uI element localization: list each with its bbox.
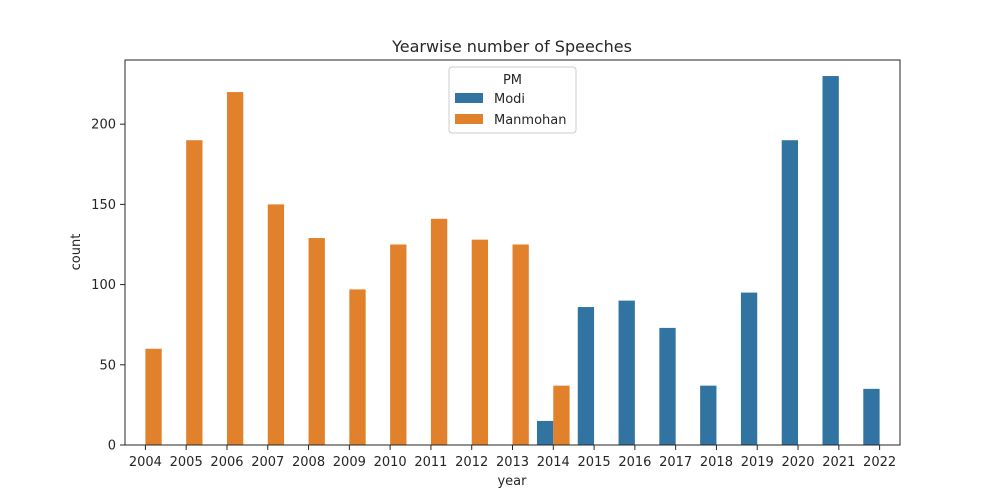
x-tick-label: 2009 xyxy=(333,455,366,470)
plot-frame xyxy=(124,59,901,446)
bar-modi-2019 xyxy=(740,292,758,445)
bar-modi-2017 xyxy=(659,327,676,445)
bar-modi-2016 xyxy=(618,300,635,446)
bar-manmohan-2004 xyxy=(145,348,162,445)
bar-manmohan-2007 xyxy=(267,204,285,446)
x-tick-label: 2019 xyxy=(741,455,774,470)
x-tick-label: 2022 xyxy=(863,455,896,470)
legend-label-modi: Modi xyxy=(494,92,525,107)
bar-manmohan-2012 xyxy=(471,239,489,445)
x-tick-label: 2017 xyxy=(659,455,692,470)
y-axis-label: count xyxy=(69,234,84,271)
x-tick-label: 2021 xyxy=(822,455,855,470)
bar-manmohan-2005 xyxy=(186,140,203,445)
x-axis: 2004 2005 2006 2007 2008 2009 2010 2011 2012 2013… xyxy=(129,445,896,470)
bar-manmohan-2013 xyxy=(512,244,529,445)
bar-manmohan-2008 xyxy=(308,238,325,445)
x-tick-label: 2006 xyxy=(210,455,243,470)
bar-modi-2020 xyxy=(781,140,799,445)
legend-label-manmohan: Manmohan xyxy=(494,113,566,128)
bars-group xyxy=(145,76,880,446)
x-tick-label: 2005 xyxy=(170,455,203,470)
y-tick-label: 0 xyxy=(108,439,116,454)
x-tick-label: 2016 xyxy=(618,455,651,470)
x-tick-label: 2007 xyxy=(251,455,284,470)
legend-swatch-manmohan xyxy=(455,114,483,124)
y-tick-label: 50 xyxy=(99,358,116,373)
y-tick-label: 200 xyxy=(91,118,116,133)
x-tick-label: 2015 xyxy=(578,455,611,470)
legend-swatch-modi xyxy=(455,93,483,103)
y-axis: 0 50 100 150 200 xyxy=(91,118,125,454)
chart-title: Yearwise number of Speeches xyxy=(391,37,632,56)
bar-modi-2021 xyxy=(822,76,839,445)
x-tick-label: 2013 xyxy=(496,455,529,470)
x-tick-label: 2012 xyxy=(455,455,488,470)
x-axis-label: year xyxy=(497,474,527,489)
bar-manmohan-2006 xyxy=(226,92,244,445)
bar-manmohan-2010 xyxy=(390,244,407,445)
x-tick-label: 2008 xyxy=(292,455,325,470)
x-tick-label: 2018 xyxy=(700,455,733,470)
y-tick-label: 150 xyxy=(91,198,116,213)
bar-modi-2018 xyxy=(700,385,717,445)
x-tick-label: 2020 xyxy=(781,455,814,470)
bar-modi-2022 xyxy=(863,388,880,445)
x-tick-label: 2014 xyxy=(537,455,570,470)
x-tick-label: 2011 xyxy=(414,455,447,470)
x-tick-label: 2010 xyxy=(374,455,407,470)
legend-title: PM xyxy=(503,73,522,88)
x-tick-label: 2004 xyxy=(129,455,162,470)
bar-manmohan-2011 xyxy=(430,218,448,445)
bar-modi-2015 xyxy=(577,307,595,445)
legend: PM Modi Manmohan xyxy=(448,66,577,134)
bar-manmohan-2014 xyxy=(553,385,570,445)
bar-manmohan-2009 xyxy=(349,289,366,445)
bar-modi-2014 xyxy=(536,420,554,445)
y-tick-label: 100 xyxy=(91,278,116,293)
